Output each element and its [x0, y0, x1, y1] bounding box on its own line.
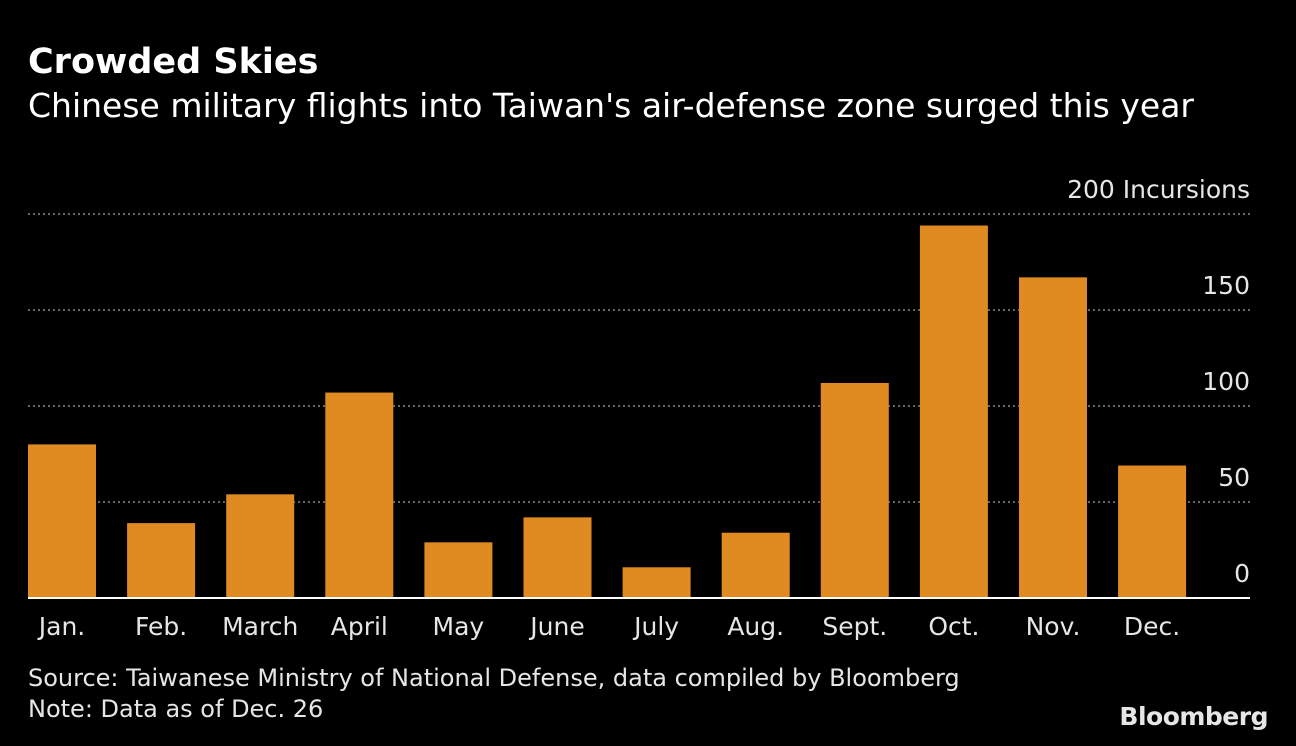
x-tick-label: May	[433, 612, 485, 641]
bar	[424, 542, 493, 598]
data-note: Note: Data as of Dec. 26	[28, 695, 324, 723]
bar	[523, 517, 592, 598]
y-tick-label: 200 Incursions	[1067, 175, 1250, 204]
y-tick-label: 50	[1218, 463, 1250, 492]
x-tick-label: Sept.	[822, 612, 887, 641]
chart-title: Crowded Skies	[28, 42, 319, 82]
x-tick-label: Aug.	[727, 612, 784, 641]
bar	[721, 532, 790, 598]
x-tick-label: Feb.	[135, 612, 187, 641]
bar	[325, 392, 394, 598]
y-tick-label: 100	[1202, 367, 1250, 396]
y-tick-label: 0	[1234, 559, 1250, 588]
x-tick-label: Oct.	[928, 612, 979, 641]
x-tick-label: March	[222, 612, 298, 641]
x-tick-label: June	[528, 612, 584, 641]
y-tick-label: 150	[1202, 271, 1250, 300]
chart-subtitle: Chinese military flights into Taiwan's a…	[28, 86, 1194, 125]
x-tick-label: Dec.	[1124, 612, 1180, 641]
bar	[622, 567, 691, 598]
bloomberg-logo: Bloomberg	[1119, 702, 1268, 731]
bar	[1118, 465, 1187, 598]
bar	[919, 225, 988, 598]
bar	[226, 494, 295, 598]
bar	[28, 444, 96, 598]
x-tick-label: April	[331, 612, 388, 641]
x-tick-label: July	[632, 612, 679, 641]
bar	[127, 523, 196, 598]
bar	[820, 382, 889, 598]
source-note: Source: Taiwanese Ministry of National D…	[28, 664, 960, 692]
x-tick-label: Nov.	[1026, 612, 1081, 641]
bar	[1019, 277, 1087, 598]
x-tick-label: Jan.	[37, 612, 85, 641]
